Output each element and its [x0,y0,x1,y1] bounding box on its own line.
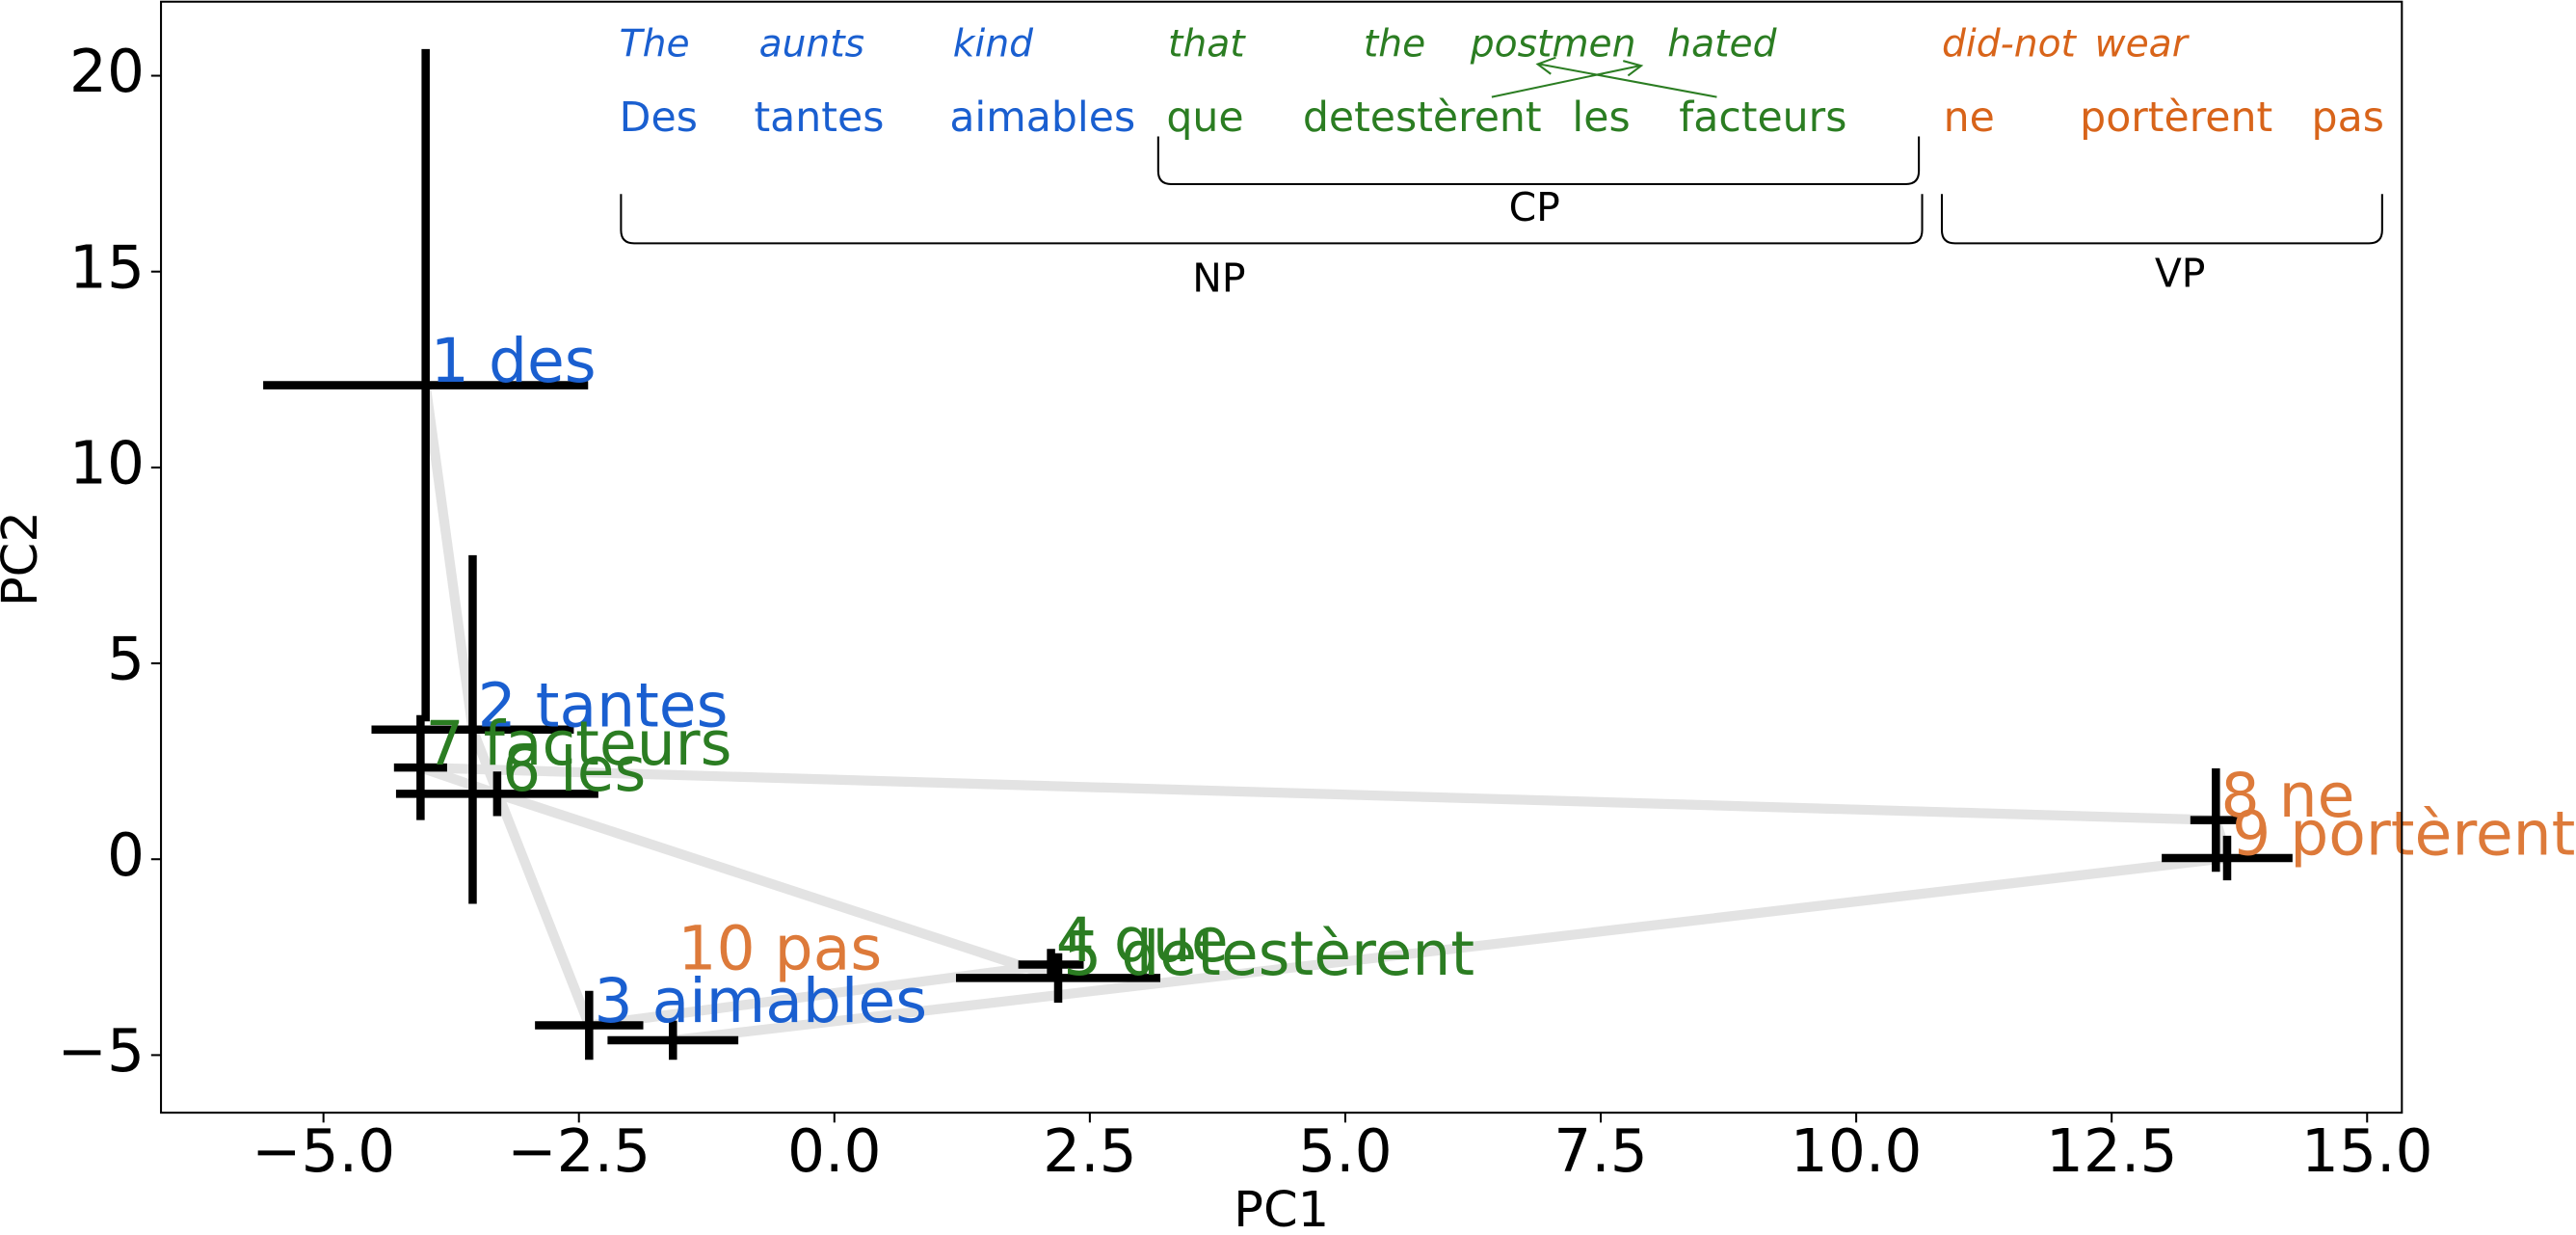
point-label: 7 facteurs [425,708,731,779]
axes-frame [160,0,2403,1114]
x-tick-label: 12.5 [2046,1117,2178,1186]
french-word: portèrent [2080,94,2272,142]
french-word: facteurs [1679,94,1846,142]
bracket-label: CP [1509,184,1560,230]
x-tick-label: 0.0 [787,1117,882,1186]
bracket-label: NP [1192,255,1245,302]
y-tick-label: 10 [69,429,145,497]
english-word: that [1168,22,1246,66]
french-word: tantes [754,94,884,142]
french-word: que [1166,94,1243,142]
y-axis-label: PC2 [0,511,49,606]
french-word: ne [1944,94,1995,142]
french-word: les [1572,94,1630,142]
point-label: 6 les [502,734,646,805]
annotation: The aunts kind that the postmen hated di… [620,22,2384,301]
french-word: Des [620,94,698,142]
french-word: pas [2312,94,2384,142]
point-label: 3 aimables [594,965,927,1036]
y-tick-label: 5 [107,626,145,694]
x-tick-label: −2.5 [507,1117,651,1186]
point-label: 1 des [431,325,597,396]
x-tick-label: 15.0 [2301,1117,2433,1186]
english-word: aunts [759,22,864,66]
trajectory-line [415,384,2233,1046]
french-word: aimables [949,94,1135,142]
french-word: detestèrent [1303,94,1542,142]
x-tick-label: −5.0 [252,1117,395,1186]
x-tick-label: 10.0 [1791,1117,1923,1186]
english-word: The [620,22,690,66]
bracket-label: VP [2155,250,2206,296]
crossing-arrows [1491,56,1717,98]
x-tick-label: 7.5 [1554,1117,1648,1186]
point-label: 4 que [1056,904,1229,976]
english-word: wear [2095,22,2191,66]
y-tick-label: 0 [107,821,145,890]
english-word: kind [953,22,1034,66]
english-word: the [1364,22,1425,66]
y-tick-label: 15 [69,233,145,302]
brackets [620,136,2383,245]
x-tick-label: 5.0 [1298,1117,1393,1186]
point-label: 8 ne [2220,760,2354,831]
x-tick-label: 2.5 [1043,1117,1137,1186]
point-label: 5 detestèrent [1063,918,1474,989]
x-axis-label: PC1 [1234,1182,1329,1235]
english-word: hated [1667,22,1777,66]
point-label: 10 pas [677,913,882,984]
y-tick-label: 20 [69,38,145,106]
point-label: 9 portèrent [2232,798,2575,870]
point-label: 2 tantes [478,669,729,740]
english-word: did-not [1942,22,2078,66]
y-tick-label: −5 [58,1017,145,1086]
